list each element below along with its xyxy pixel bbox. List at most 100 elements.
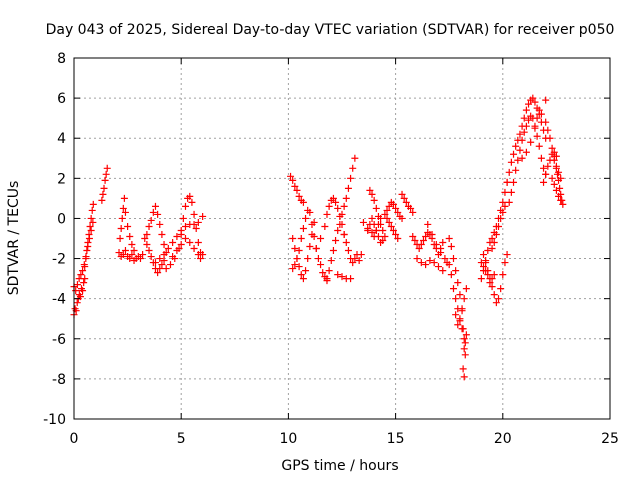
data-point (550, 156, 558, 164)
data-point (368, 228, 376, 236)
data-point (299, 224, 307, 232)
data-point (327, 257, 335, 265)
data-point (340, 202, 348, 210)
data-point (516, 130, 524, 138)
data-point (299, 198, 307, 206)
data-point (119, 251, 127, 259)
data-point (459, 325, 467, 333)
data-point (334, 271, 342, 279)
data-point (181, 202, 189, 210)
data-point (306, 243, 314, 251)
data-point (542, 170, 550, 178)
data-point (449, 285, 457, 293)
data-point (349, 259, 357, 267)
data-point (312, 245, 320, 253)
data-point (552, 186, 560, 194)
data-point (383, 214, 391, 222)
data-point (190, 245, 198, 253)
data-point (529, 94, 537, 102)
data-point (477, 275, 485, 283)
data-point (289, 176, 297, 184)
data-point (488, 275, 496, 283)
data-point (338, 210, 346, 218)
data-point (460, 345, 468, 353)
data-point (531, 98, 539, 106)
data-point (154, 269, 162, 277)
data-point (89, 200, 97, 208)
data-point (462, 331, 470, 339)
data-point (103, 164, 111, 172)
data-point (542, 118, 550, 126)
data-point (422, 232, 430, 240)
data-point (115, 249, 123, 257)
data-point (169, 253, 177, 261)
data-point (490, 271, 498, 279)
data-point (385, 202, 393, 210)
data-point (550, 148, 558, 156)
data-point (302, 214, 310, 222)
data-point (460, 295, 468, 303)
data-point (366, 186, 374, 194)
data-point (488, 283, 496, 291)
data-point (497, 214, 505, 222)
data-point (456, 291, 464, 299)
data-point (409, 232, 417, 240)
data-point (299, 275, 307, 283)
data-point (101, 176, 109, 184)
data-point (99, 190, 107, 198)
data-point (88, 206, 96, 214)
data-point (158, 261, 166, 269)
data-point (291, 261, 299, 269)
data-point (555, 168, 563, 176)
data-point (411, 237, 419, 245)
y-tick-label: 8 (57, 51, 66, 67)
data-point (293, 186, 301, 194)
data-point (402, 198, 410, 206)
data-point (85, 235, 93, 242)
data-point (73, 299, 81, 307)
data-point (141, 235, 149, 242)
data-point (186, 239, 194, 247)
data-point (128, 251, 136, 259)
data-point (136, 255, 144, 263)
data-point (160, 257, 168, 265)
data-point (86, 222, 94, 230)
data-point (550, 180, 558, 188)
y-axis-title: SDTVAR / TECUs (6, 181, 22, 296)
data-point (482, 267, 490, 275)
data-point (400, 194, 408, 202)
data-point (460, 335, 468, 343)
data-point (497, 285, 505, 293)
y-tick-label: -6 (52, 332, 66, 348)
data-point (181, 235, 189, 242)
data-point (304, 255, 312, 263)
data-point (357, 251, 365, 259)
data-point (121, 208, 129, 216)
data-point (323, 275, 331, 283)
data-point (332, 198, 340, 206)
data-point (342, 239, 350, 247)
data-point (452, 267, 460, 275)
data-point (447, 243, 455, 251)
data-point (77, 271, 85, 279)
data-point (445, 235, 453, 242)
x-tick-label: 20 (494, 431, 512, 447)
data-point (160, 241, 168, 249)
data-point (84, 243, 92, 251)
data-point (512, 166, 520, 174)
data-point (503, 178, 511, 186)
y-tick-label: -2 (52, 252, 66, 268)
data-point (351, 255, 359, 263)
data-point (80, 261, 88, 269)
data-point (291, 182, 299, 190)
data-point (145, 247, 153, 255)
data-point (381, 232, 389, 240)
data-point (319, 269, 327, 277)
data-point (317, 235, 325, 242)
data-point (546, 134, 554, 142)
data-point (372, 226, 380, 234)
data-point (370, 220, 378, 228)
data-point (392, 204, 400, 212)
data-point (344, 247, 352, 255)
